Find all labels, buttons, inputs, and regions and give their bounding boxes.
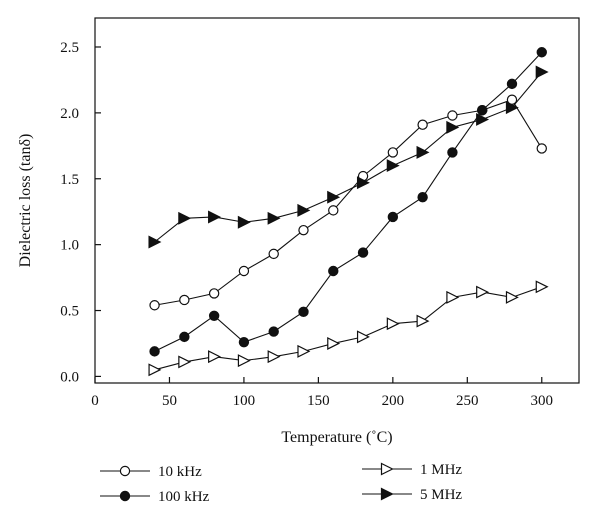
data-point: [417, 192, 428, 203]
legend-label: 1 MHz: [420, 462, 462, 478]
data-point: [536, 47, 547, 58]
legend-item: 10 kHz: [100, 464, 202, 480]
x-tick-label: 200: [382, 393, 405, 409]
plot-frame: [94, 17, 580, 384]
legend-marker: [119, 490, 131, 502]
x-tick-label: 0: [91, 393, 99, 409]
series-line: [154, 99, 543, 306]
data-point: [386, 159, 400, 173]
data-point: [536, 143, 547, 154]
data-point: [267, 211, 281, 225]
data-point: [267, 350, 281, 364]
data-point: [356, 330, 370, 344]
data-point: [446, 290, 460, 304]
y-tick-label: 2.5: [60, 40, 79, 56]
data-point: [268, 248, 279, 260]
data-point: [237, 215, 251, 229]
data-point: [387, 147, 399, 158]
data-point: [416, 314, 430, 328]
data-point: [328, 265, 339, 277]
data-point: [416, 145, 430, 159]
data-point: [505, 290, 519, 304]
y-tick-label: 1.0: [60, 238, 79, 254]
data-point: [476, 112, 490, 126]
y-tick-label: 1.5: [60, 172, 79, 188]
data-point: [386, 317, 400, 331]
data-point: [208, 350, 221, 364]
data-point: [238, 336, 250, 348]
legend-item: 5 MHz: [362, 487, 462, 503]
data-point: [356, 176, 370, 190]
x-tick-label: 100: [233, 393, 256, 409]
data-point: [149, 346, 160, 357]
series-100-khz: [149, 47, 547, 357]
series-line: [154, 51, 543, 352]
data-point: [297, 203, 311, 217]
data-point: [477, 105, 488, 116]
data-point: [387, 211, 399, 223]
axes: [94, 17, 580, 384]
legend-label: 100 kHz: [158, 489, 210, 505]
data-point: [535, 65, 549, 79]
data-point: [447, 110, 458, 121]
data-point: [506, 78, 518, 90]
data-point: [238, 265, 250, 277]
x-tick-label: 150: [307, 393, 330, 409]
y-tick-label: 2.0: [60, 106, 79, 122]
data-point: [505, 101, 519, 115]
legend-item: 1 MHz: [362, 462, 462, 478]
x-tick-label: 50: [162, 393, 177, 409]
data-point: [298, 306, 309, 318]
data-point: [148, 363, 162, 377]
data-point: [268, 326, 279, 337]
legend-label: 5 MHz: [420, 487, 462, 503]
data-point: [446, 120, 460, 134]
data-point: [179, 331, 190, 343]
data-point: [476, 285, 490, 299]
x-tick-label: 300: [531, 393, 554, 409]
data-point: [178, 355, 192, 369]
data-point: [208, 210, 221, 224]
data-point: [327, 336, 341, 350]
data-point: [447, 147, 458, 158]
data-point: [208, 310, 220, 321]
data-point: [237, 354, 251, 368]
series-1-mhz: [148, 280, 549, 377]
x-tick-label: 250: [456, 393, 479, 409]
data-point: [298, 224, 309, 236]
legend-label: 10 kHz: [158, 464, 202, 480]
y-tick-label: 0.0: [60, 369, 79, 385]
data-point: [297, 344, 311, 358]
data-point: [179, 294, 190, 306]
legend-marker: [380, 487, 394, 501]
series-5-mhz: [148, 65, 549, 249]
data-point: [327, 190, 341, 204]
legend-marker: [380, 462, 394, 476]
data-point: [148, 235, 162, 249]
legend: 10 kHz 100 kHz 1 MHz 5 MHz: [100, 462, 462, 505]
data-point: [357, 247, 369, 258]
data-point: [328, 205, 339, 216]
data-point: [208, 288, 220, 299]
data-point: [178, 211, 192, 225]
legend-marker: [119, 465, 131, 477]
y-tick-label: 0.5: [60, 304, 79, 320]
data-series: [148, 47, 549, 377]
y-axis-title: Dielectric loss (tanδ): [17, 134, 34, 268]
data-point: [535, 280, 549, 294]
data-point: [149, 300, 160, 311]
x-axis-title: Temperature (˚C): [281, 429, 392, 446]
series-10-khz: [149, 94, 547, 311]
data-point: [417, 119, 428, 130]
axis-ticks: 0 50 100 150 200 250 300 0.0 0.5 1.0 1.5 2.0 2.5: [60, 40, 553, 409]
legend-item: 100 kHz: [100, 489, 210, 505]
